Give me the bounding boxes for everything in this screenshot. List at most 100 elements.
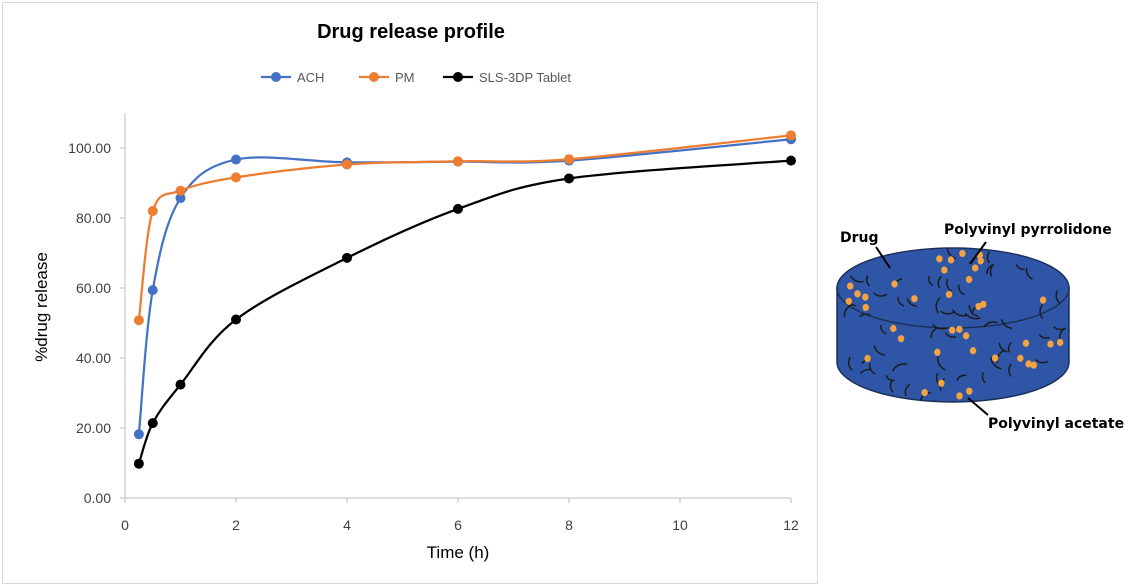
drug-particle: [1030, 361, 1038, 369]
x-tick-label: 12: [783, 517, 799, 533]
polymer-strand: [889, 380, 894, 393]
chart-frame: Drug release profile ACH PM SLS-3DP Tablet…: [2, 2, 818, 584]
series-line: [137, 134, 792, 321]
drug-particle: [938, 379, 945, 387]
polymer-strand: [981, 372, 986, 384]
polymer-strand: [998, 342, 1008, 353]
y-tick-label: 40.00: [76, 350, 111, 366]
polymer-strand: [931, 323, 948, 330]
legend-label: ACH: [297, 70, 324, 85]
y-tick-label: 100.00: [68, 140, 111, 156]
polymer-strand: [879, 325, 887, 335]
drug-particle: [971, 264, 979, 272]
drug-pointer: [875, 246, 891, 269]
drug-particle: [890, 324, 897, 333]
data-point: [453, 156, 463, 167]
y-tick-label: 20.00: [76, 420, 111, 436]
drug-particle: [934, 348, 941, 356]
polymer-strand: [1007, 341, 1012, 353]
data-point: [133, 458, 144, 469]
polymer-strand: [986, 251, 991, 264]
x-tick-label: 8: [565, 517, 573, 533]
polymer-strand: [1053, 326, 1067, 331]
data-point: [231, 154, 241, 165]
drug-particle: [1047, 340, 1054, 348]
legend: ACH PM SLS-3DP Tablet: [261, 70, 571, 85]
drug-particle: [1025, 360, 1032, 368]
polymer-strand: [859, 368, 872, 375]
x-tick-label: 6: [454, 517, 462, 533]
drug-particle: [911, 295, 918, 303]
drug-particle: [1017, 354, 1024, 362]
drug-particle: [949, 326, 956, 334]
label-polyvinyl-acetate: Polyvinyl acetate: [988, 416, 1124, 432]
x-tick-label: 0: [121, 517, 129, 533]
drug-particle: [845, 297, 853, 305]
data-point: [175, 193, 186, 204]
data-point: [133, 315, 144, 326]
drug-particle: [846, 282, 854, 290]
polymer-strand: [1035, 358, 1049, 364]
series-line: [137, 138, 792, 435]
drug-particle: [959, 249, 966, 258]
drug-particles: [845, 249, 1064, 400]
release-chart: ACH PM SLS-3DP Tablet 0.00 20.00 40.00 60.00 8…: [32, 70, 799, 562]
legend-marker: [369, 72, 379, 82]
axes: 0.00 20.00 40.00 60.00 80.00 100.00 0 2 4 6 8 10 12: [68, 113, 799, 533]
data-point: [175, 379, 186, 390]
data-point: [175, 185, 186, 196]
data-point: [342, 252, 352, 263]
drug-particle: [891, 280, 898, 288]
data-point: [453, 203, 463, 214]
polymer-strand: [958, 284, 965, 296]
x-axis-title: Time (h): [427, 543, 490, 562]
data-point: [786, 130, 796, 141]
data-point: [342, 159, 352, 170]
series-1: [133, 130, 796, 326]
polymer-strand: [859, 313, 871, 318]
x-tick-label: 4: [343, 517, 351, 533]
drug-particle: [921, 388, 928, 397]
drug-particle: [977, 257, 984, 265]
polymer-strand: [1039, 304, 1044, 320]
y-axis-title: %drug release: [32, 252, 51, 362]
series-line: [137, 159, 792, 465]
data-point: [231, 314, 241, 325]
label-drug: Drug: [840, 230, 879, 246]
data-point: [147, 206, 158, 216]
drug-particle: [962, 332, 970, 340]
polymer-strand: [904, 383, 911, 397]
series-2: [133, 155, 796, 469]
polymer-strand: [891, 363, 907, 372]
drug-particle: [936, 255, 943, 263]
polymer-strand: [1008, 363, 1012, 377]
drug-particle: [956, 392, 963, 400]
drug-particle: [864, 354, 871, 363]
y-tick-label: 80.00: [76, 210, 111, 226]
x-tick-label: 10: [672, 517, 688, 533]
polymer-strand: [873, 292, 888, 297]
data-point: [133, 429, 144, 440]
label-polyvinyl-pyrrolidone: Polyvinyl pyrrolidone: [944, 222, 1112, 238]
drug-particle: [1039, 296, 1047, 304]
chart-title: Drug release profile: [317, 21, 505, 43]
polymer-strand: [906, 298, 917, 307]
polymer-strand: [989, 263, 995, 277]
drug-particle: [947, 256, 955, 264]
pva-pointer: [967, 397, 989, 416]
polymer-strand: [986, 264, 994, 275]
drug-particle: [966, 387, 973, 395]
polymer-strand: [1015, 264, 1025, 271]
legend-marker: [271, 72, 281, 82]
polymer-strand: [946, 248, 956, 259]
tablet-illustration: Drug Polyvinyl pyrrolidone Polyvinyl ace…: [836, 222, 1124, 432]
data-point: [231, 172, 241, 183]
legend-label: SLS-3DP Tablet: [479, 70, 571, 85]
polymer-strand: [843, 304, 853, 317]
data-point: [147, 418, 158, 429]
polymer-strand: [930, 327, 938, 339]
polymer-strand: [1001, 318, 1013, 329]
y-tick-label: 60.00: [76, 280, 111, 296]
polymer-strand: [951, 309, 967, 317]
polymer-strand: [897, 296, 905, 307]
